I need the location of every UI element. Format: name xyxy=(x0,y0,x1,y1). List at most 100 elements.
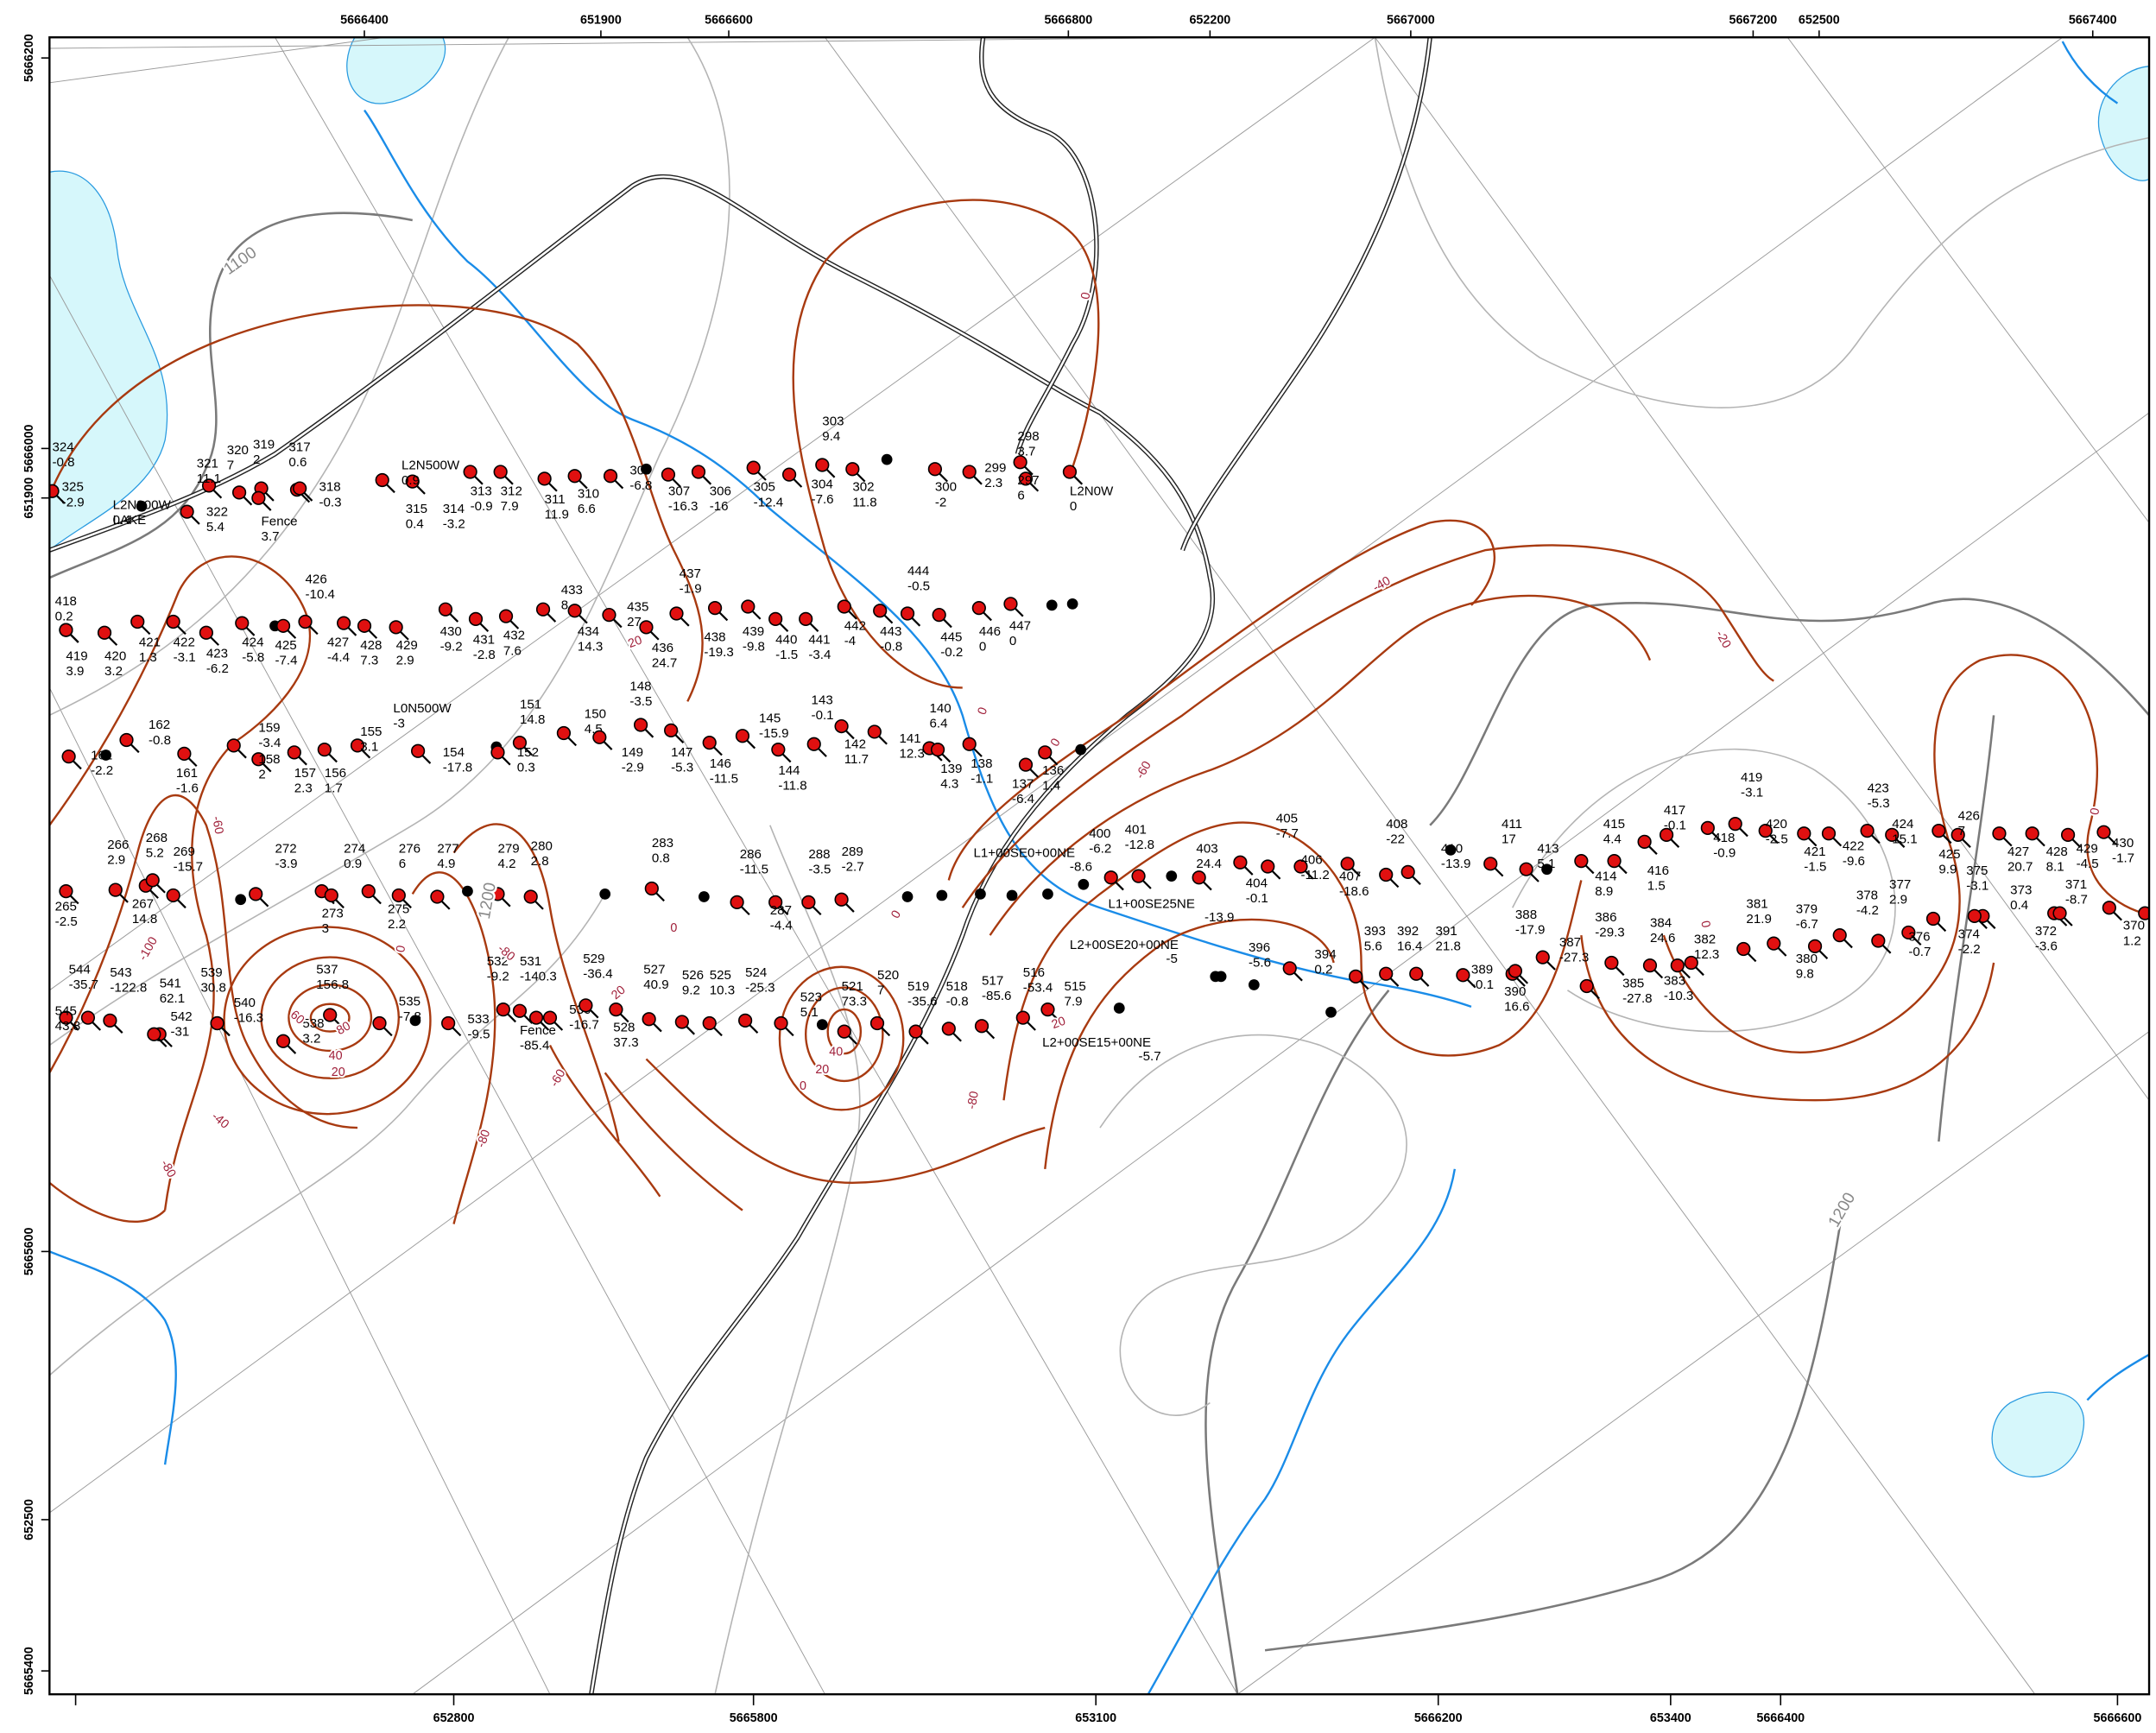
station-id: 407 xyxy=(1339,869,1361,883)
station: 516-53.4 xyxy=(1015,965,1053,1031)
station-value: 7 xyxy=(227,458,234,472)
station-value: -35.7 xyxy=(69,977,98,992)
line-label-value: -8.6 xyxy=(1070,859,1092,874)
station-value: 2 xyxy=(253,452,260,467)
station-marker xyxy=(1684,955,1698,971)
station-value: 14.8 xyxy=(520,712,545,727)
station-value: 4.2 xyxy=(497,857,515,871)
station-marker xyxy=(375,472,389,488)
station-marker xyxy=(389,620,403,635)
lake xyxy=(49,170,168,552)
station-marker xyxy=(1535,950,1550,965)
contour-labels: 1100120012000-40-2000-6000202040200-80-8… xyxy=(135,242,2105,1233)
station-value: 11.9 xyxy=(545,508,569,522)
station-marker xyxy=(324,888,338,903)
station-value: -0.1 xyxy=(1664,819,1686,833)
station-id: 374 xyxy=(1958,927,1980,941)
contour-label: 20 xyxy=(815,1063,829,1077)
station-value: -11.8 xyxy=(778,778,806,793)
station-marker xyxy=(147,1027,161,1041)
station-id: 303 xyxy=(822,414,844,428)
station-value: -17.9 xyxy=(1515,923,1545,938)
station-value: 4.3 xyxy=(940,777,958,792)
station-id: 392 xyxy=(1397,924,1419,939)
station-id: 526 xyxy=(682,968,704,983)
station-marker xyxy=(537,471,552,486)
top-tick-label: 5667200 xyxy=(1729,13,1778,27)
station-id: 541 xyxy=(160,977,181,991)
station-id: 373 xyxy=(2010,882,2032,897)
station-value: -12.4 xyxy=(754,495,783,509)
station-value: -0.9 xyxy=(1713,845,1736,860)
station-marker xyxy=(496,1002,510,1017)
station-value: -2.2 xyxy=(91,763,113,778)
station-id: 425 xyxy=(1938,847,1960,862)
station-marker xyxy=(768,895,783,910)
station-value: 4.9 xyxy=(437,857,455,871)
contour-label: 40 xyxy=(329,1049,343,1063)
station-id: 421 xyxy=(139,636,161,650)
station-marker xyxy=(579,998,593,1013)
contour-label: 20 xyxy=(1050,1015,1067,1032)
station-marker xyxy=(323,1008,338,1022)
station-id: 528 xyxy=(613,1021,635,1035)
station-marker xyxy=(730,895,744,910)
station-marker xyxy=(2138,906,2150,920)
station-id: 542 xyxy=(170,1009,192,1024)
line-label: LAKE xyxy=(113,513,147,528)
station-value: 3.1 xyxy=(360,740,378,755)
station-value: 6.6 xyxy=(578,502,596,516)
station-marker xyxy=(1018,471,1034,486)
station-value: -11.2 xyxy=(1300,868,1329,882)
station-marker xyxy=(61,749,76,764)
station-value: -6.2 xyxy=(206,661,229,676)
station-marker xyxy=(567,604,582,618)
station-value: -1.1 xyxy=(971,771,993,786)
station: 532-9.2 xyxy=(487,954,516,1023)
station-marker xyxy=(2096,825,2111,839)
station-id: 154 xyxy=(443,745,465,760)
contour-label: -60 xyxy=(1134,759,1154,781)
station: 417-0.1 xyxy=(1659,803,1686,848)
station-marker xyxy=(1579,978,1594,994)
line-label: L2N500W xyxy=(401,458,460,472)
station-id: 416 xyxy=(1647,863,1669,878)
stations: 324-0.8325-2.932111.1320731923170.6318-0… xyxy=(49,414,2150,1064)
station-id: 414 xyxy=(1595,869,1616,883)
station-marker xyxy=(1607,854,1622,869)
station-id: 152 xyxy=(517,745,539,760)
station: 325-2.9 xyxy=(49,480,85,509)
station-value: 3.9 xyxy=(66,664,84,679)
station: 535-7.8 xyxy=(372,994,421,1037)
station-id: 421 xyxy=(1804,844,1825,859)
station-id: 434 xyxy=(578,624,599,639)
station-value: -16.3 xyxy=(234,1010,263,1025)
station-id: 161 xyxy=(91,748,112,762)
station-id: Fence xyxy=(262,515,298,529)
station-id: 543 xyxy=(110,965,131,980)
station-marker xyxy=(119,732,134,748)
station-value: 2.8 xyxy=(531,854,549,869)
station-value: -0.1 xyxy=(1471,977,1494,992)
station-marker xyxy=(1349,969,1363,984)
lake xyxy=(2097,66,2150,181)
station-value: 0.2 xyxy=(1314,963,1332,977)
bottom-tick-label: 5666600 xyxy=(2094,1711,2142,1725)
station-value: 5.6 xyxy=(1364,939,1382,954)
station-marker xyxy=(298,614,313,629)
station-marker xyxy=(490,887,505,901)
station-marker xyxy=(845,462,860,477)
station-marker xyxy=(567,469,582,484)
station: 544-35.7 xyxy=(69,963,102,1031)
station-value: 15.1 xyxy=(1892,832,1917,846)
